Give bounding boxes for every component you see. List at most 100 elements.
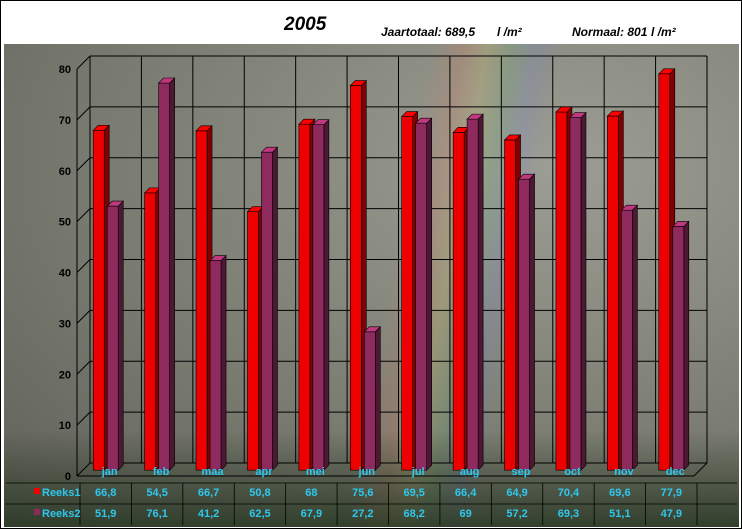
- table-value: 70,4: [558, 487, 580, 499]
- bar-side-reeks2: [323, 118, 330, 471]
- bar-top-reeks2: [569, 112, 587, 118]
- bar-side-reeks2: [632, 204, 638, 471]
- legend-key-reeks2: [34, 509, 40, 515]
- category-label: aug: [460, 466, 480, 478]
- table-value: 69,6: [609, 487, 630, 499]
- bar-top-reeks1: [92, 125, 110, 131]
- bar-top-reeks1: [555, 106, 573, 113]
- category-label: oct: [564, 466, 581, 478]
- bar-side-reeks2: [374, 326, 381, 471]
- bar-reeks2: [209, 260, 222, 471]
- bar-side-reeks2: [426, 117, 433, 471]
- table-value: 75,6: [352, 487, 373, 499]
- category-label: maa: [202, 466, 225, 478]
- bar-top-reeks2: [157, 77, 176, 84]
- y-tick-label: 50: [59, 217, 71, 229]
- bar-reeks2: [466, 118, 479, 471]
- table-value: 54,5: [146, 487, 167, 499]
- table-value: 76,1: [146, 508, 167, 520]
- bar-reeks1: [298, 123, 311, 471]
- bar-side-reeks2: [117, 200, 124, 471]
- bar-top-reeks2: [312, 119, 330, 126]
- bar-reeks1: [195, 130, 208, 471]
- table-value: 51,9: [95, 508, 116, 520]
- bar-reeks2: [672, 226, 685, 471]
- table-value: 57,2: [506, 508, 527, 520]
- chart-header: 2005 Jaartotaal: 689,5 l /m² Normaal: 80…: [1, 1, 741, 43]
- bar-top-reeks2: [466, 113, 484, 120]
- y-tick-label: 0: [65, 471, 71, 483]
- table-value: 50,8: [249, 487, 270, 499]
- y-tick-label: 40: [59, 268, 71, 280]
- table-value: 27,2: [352, 508, 373, 520]
- bar-reeks1: [349, 85, 362, 471]
- category-label: feb: [153, 466, 170, 478]
- table-value: 47,9: [661, 508, 682, 520]
- table-value: 62,5: [249, 508, 270, 520]
- table-value: 66,8: [95, 487, 116, 499]
- bar-side-reeks2: [477, 113, 484, 471]
- y-tick-label: 70: [59, 115, 71, 127]
- bar-top-reeks2: [517, 173, 536, 180]
- category-label: apr: [255, 466, 273, 478]
- bar-top-reeks1: [606, 110, 625, 117]
- bar-side-reeks2: [683, 220, 690, 471]
- y-tick-label: 20: [59, 369, 71, 381]
- chart-title: 2005: [284, 14, 327, 35]
- grid-line-depth: [76, 310, 91, 324]
- annual-total-unit: l /m²: [497, 25, 522, 39]
- grid-line-depth: [76, 157, 91, 172]
- bar-reeks1: [658, 73, 671, 471]
- table-value: 66,4: [455, 487, 477, 499]
- grid-line-depth: [76, 360, 91, 375]
- bar-top-reeks1: [658, 68, 676, 75]
- bar-side-reeks2: [272, 146, 278, 471]
- table-value: 64,9: [506, 487, 527, 499]
- table-value: 67,9: [301, 508, 322, 520]
- table-value: 77,9: [661, 487, 682, 499]
- bar-reeks2: [261, 151, 273, 471]
- bar-top-reeks1: [195, 125, 213, 132]
- bar-reeks1: [504, 139, 516, 471]
- y-tick-label: 80: [59, 64, 71, 76]
- table-value: 68: [305, 487, 317, 499]
- bar-top-reeks2: [260, 146, 279, 153]
- bar-reeks1: [401, 116, 414, 471]
- grid-line-depth: [76, 462, 91, 477]
- bar-side-reeks2: [580, 111, 587, 471]
- bar-reeks2: [312, 124, 325, 471]
- bar-top-reeks2: [209, 255, 227, 261]
- table-value: 41,2: [198, 508, 219, 520]
- bar-top-reeks2: [363, 326, 382, 333]
- category-label: sep: [512, 466, 531, 478]
- bar-reeks1: [555, 111, 568, 471]
- bar-top-reeks2: [620, 204, 639, 211]
- bar-reeks2: [518, 178, 530, 471]
- series-label: Reeks2: [42, 508, 81, 520]
- bar-side-reeks2: [220, 254, 227, 471]
- table-value: 69: [460, 508, 472, 520]
- category-label: jul: [411, 466, 425, 478]
- grid-line-depth: [76, 208, 91, 222]
- bar-reeks2: [621, 209, 633, 471]
- bar-reeks2: [569, 117, 582, 471]
- table-value: 68,2: [403, 508, 424, 520]
- legend-key-reeks1: [34, 488, 40, 494]
- category-label: mei: [306, 466, 325, 478]
- table-value: 69,5: [403, 487, 424, 499]
- bar-side-reeks2: [169, 77, 175, 471]
- normal-unit: l /m²: [651, 25, 676, 39]
- table-value: 69,3: [558, 508, 579, 520]
- bar-reeks1: [92, 130, 105, 471]
- bar-reeks2: [363, 331, 376, 471]
- bar-side-reeks2: [529, 173, 535, 471]
- y-tick-label: 60: [59, 166, 71, 178]
- bar-top-reeks1: [400, 111, 419, 117]
- bar-top-reeks2: [672, 221, 690, 227]
- table-value: 66,7: [198, 487, 219, 499]
- bar-top-reeks1: [349, 80, 368, 86]
- annual-total-label: Jaartotaal: 689,5: [381, 25, 476, 39]
- category-label: nov: [614, 466, 634, 478]
- bar-top-reeks1: [298, 118, 316, 125]
